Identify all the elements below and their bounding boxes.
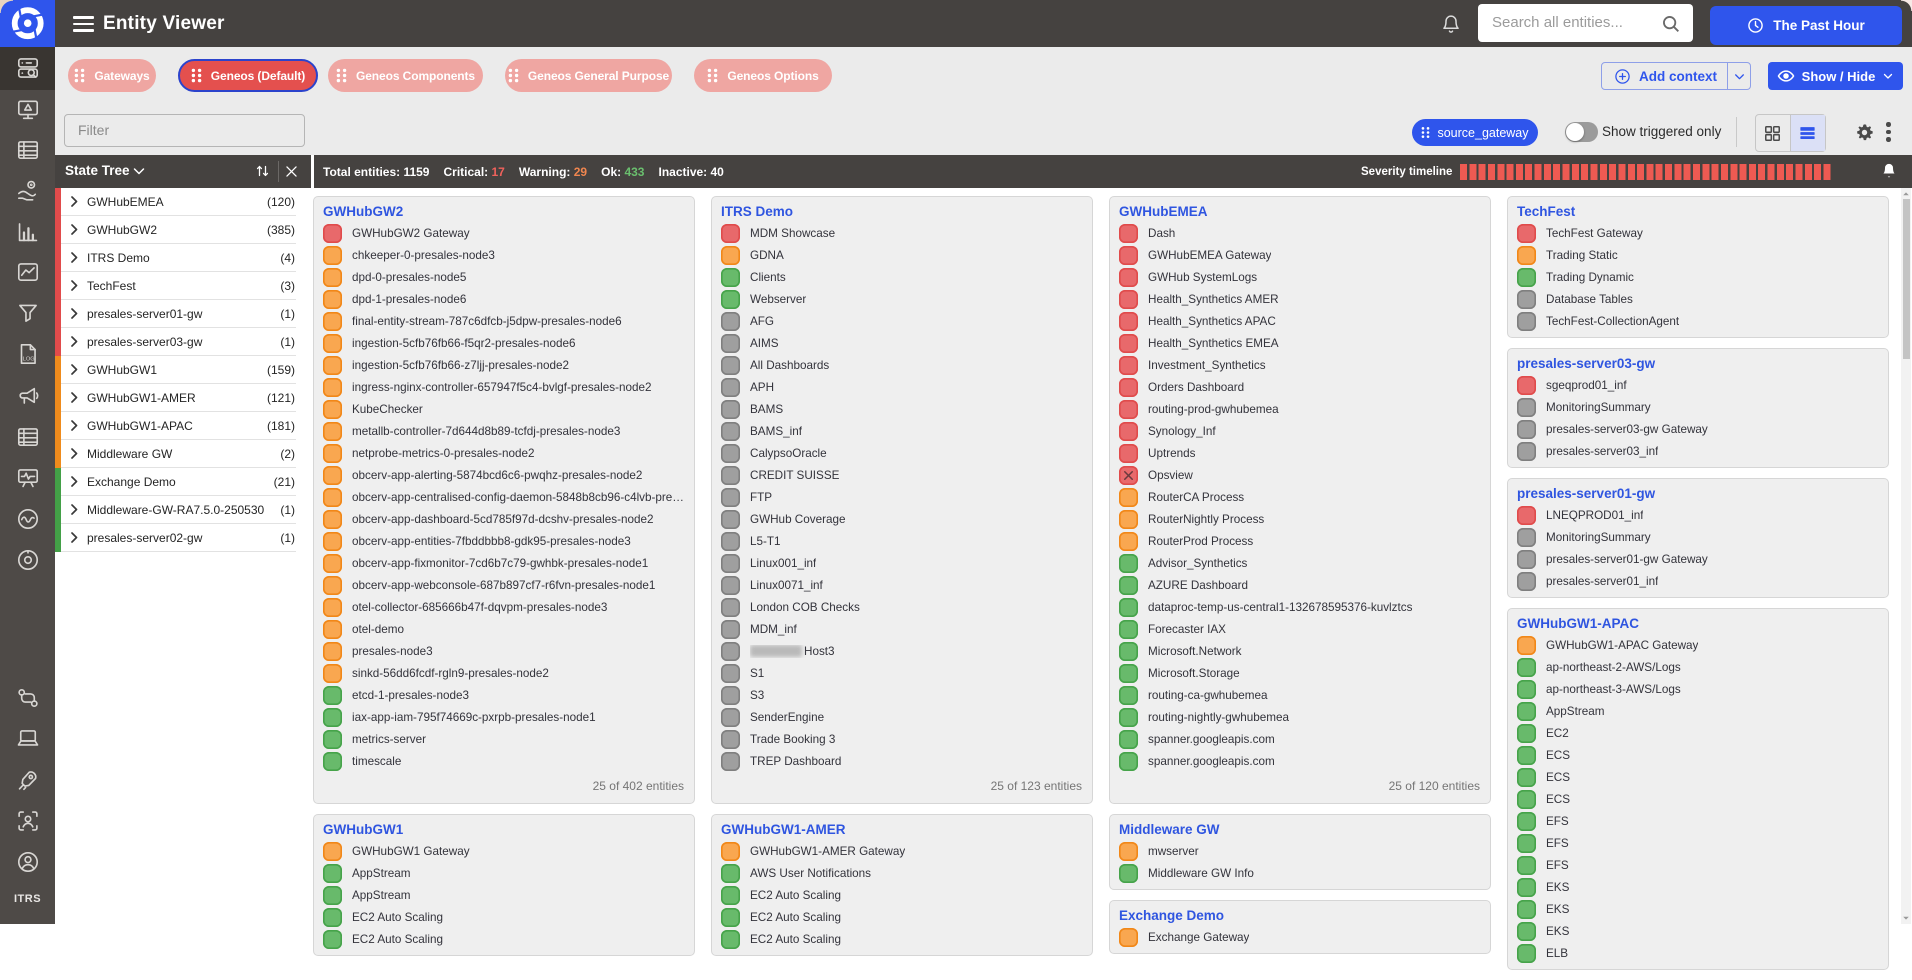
svg-text:LOG: LOG: [22, 357, 34, 363]
